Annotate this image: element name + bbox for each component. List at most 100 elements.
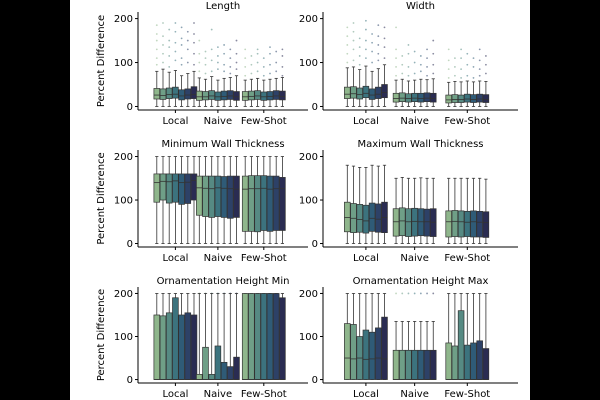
outlier-point [180, 37, 183, 40]
outlier-point [256, 48, 259, 51]
outlier-point [432, 52, 435, 55]
box [214, 175, 222, 217]
outlier-point [162, 52, 164, 55]
x-tick-label: Local [353, 389, 379, 400]
y-tick-label: 0 [312, 239, 318, 250]
outlier-point [377, 44, 380, 46]
outlier-point [377, 59, 380, 62]
x-tick-label: Few-Shot [444, 389, 490, 400]
outlier-point [395, 74, 397, 77]
outlier-point [485, 55, 487, 57]
outlier-point [466, 74, 469, 77]
y-tick-label: 0 [312, 102, 318, 113]
outlier-point [407, 292, 410, 295]
x-tick-label: Naive [400, 389, 428, 400]
box [451, 210, 459, 237]
box [392, 92, 400, 103]
outlier-point [395, 66, 397, 68]
box [220, 176, 228, 218]
outlier-point [413, 292, 416, 295]
box [399, 349, 406, 380]
box [430, 349, 437, 380]
outlier-point [269, 63, 271, 66]
outlier-point [478, 68, 481, 71]
y-tick-label: 200 [299, 14, 318, 25]
outlier-point [250, 55, 253, 57]
chart-title: Maximum Wall Thickness [358, 139, 484, 150]
outlier-point [383, 57, 386, 60]
box [260, 175, 268, 231]
y-tick-label: 200 [114, 289, 133, 300]
chart-panel-1: Length Percent Difference 0 100 200 Local Naiv… [96, 1, 308, 127]
outlier-point [358, 55, 361, 57]
outlier-point [217, 55, 219, 57]
outlier-point [204, 63, 207, 66]
x-tick-label: Local [162, 116, 188, 127]
outlier-point [377, 35, 380, 38]
outlier-point [447, 59, 450, 62]
outlier-point [395, 292, 397, 295]
outlier-point [229, 72, 232, 75]
outlier-point [407, 66, 410, 68]
x-tick-label: Naive [204, 253, 232, 264]
chart-title: Ornamentation Height Min [157, 276, 290, 287]
box [362, 329, 370, 380]
box [260, 293, 268, 380]
outlier-point [229, 57, 232, 60]
outlier-point [269, 52, 271, 55]
y-tick-label: 0 [127, 375, 133, 386]
box [482, 94, 490, 103]
chart-panel-2: Width 0 100 200 Local Naive Few-Shot [299, 1, 518, 127]
box [392, 349, 400, 380]
outlier-point [383, 37, 386, 40]
box [279, 90, 286, 101]
box [227, 175, 234, 219]
outlier-point [365, 57, 367, 60]
outlier-point [262, 57, 265, 60]
outlier-point [401, 55, 404, 57]
box [254, 175, 261, 233]
box [190, 314, 198, 380]
x-tick-label: Local [353, 253, 379, 264]
box [482, 211, 490, 238]
outlier-point [383, 26, 386, 29]
outlier-point [401, 63, 404, 66]
outlier-point [485, 63, 487, 66]
outlier-point [262, 66, 265, 68]
box [178, 173, 185, 205]
outlier-point [281, 48, 284, 51]
outlier-point [358, 63, 361, 66]
box [227, 90, 234, 100]
box [266, 175, 274, 232]
box [482, 348, 490, 380]
outlier-point [256, 52, 259, 55]
outlier-point [162, 44, 164, 46]
box [241, 293, 249, 380]
box [190, 173, 198, 201]
box [196, 90, 203, 101]
box [368, 88, 376, 100]
outlier-point [401, 72, 404, 75]
outlier-point [426, 292, 428, 295]
chart-title: Minimum Wall Thickness [161, 139, 284, 150]
box [241, 175, 249, 232]
box [202, 346, 209, 380]
outlier-point [168, 66, 171, 68]
box [266, 293, 274, 380]
outlier-point [454, 66, 456, 68]
outlier-point [407, 52, 410, 55]
box [417, 92, 425, 103]
outlier-point [198, 61, 201, 64]
box [411, 349, 418, 380]
outlier-point [275, 50, 278, 53]
box [254, 293, 261, 380]
outlier-point [193, 41, 195, 44]
outlier-point [371, 41, 373, 44]
outlier-point [162, 61, 164, 64]
box [356, 204, 363, 233]
y-tick-label: 200 [299, 152, 318, 163]
outlier-point [198, 39, 201, 42]
outlier-point [413, 72, 416, 75]
box [411, 92, 418, 103]
outlier-point [204, 57, 207, 60]
